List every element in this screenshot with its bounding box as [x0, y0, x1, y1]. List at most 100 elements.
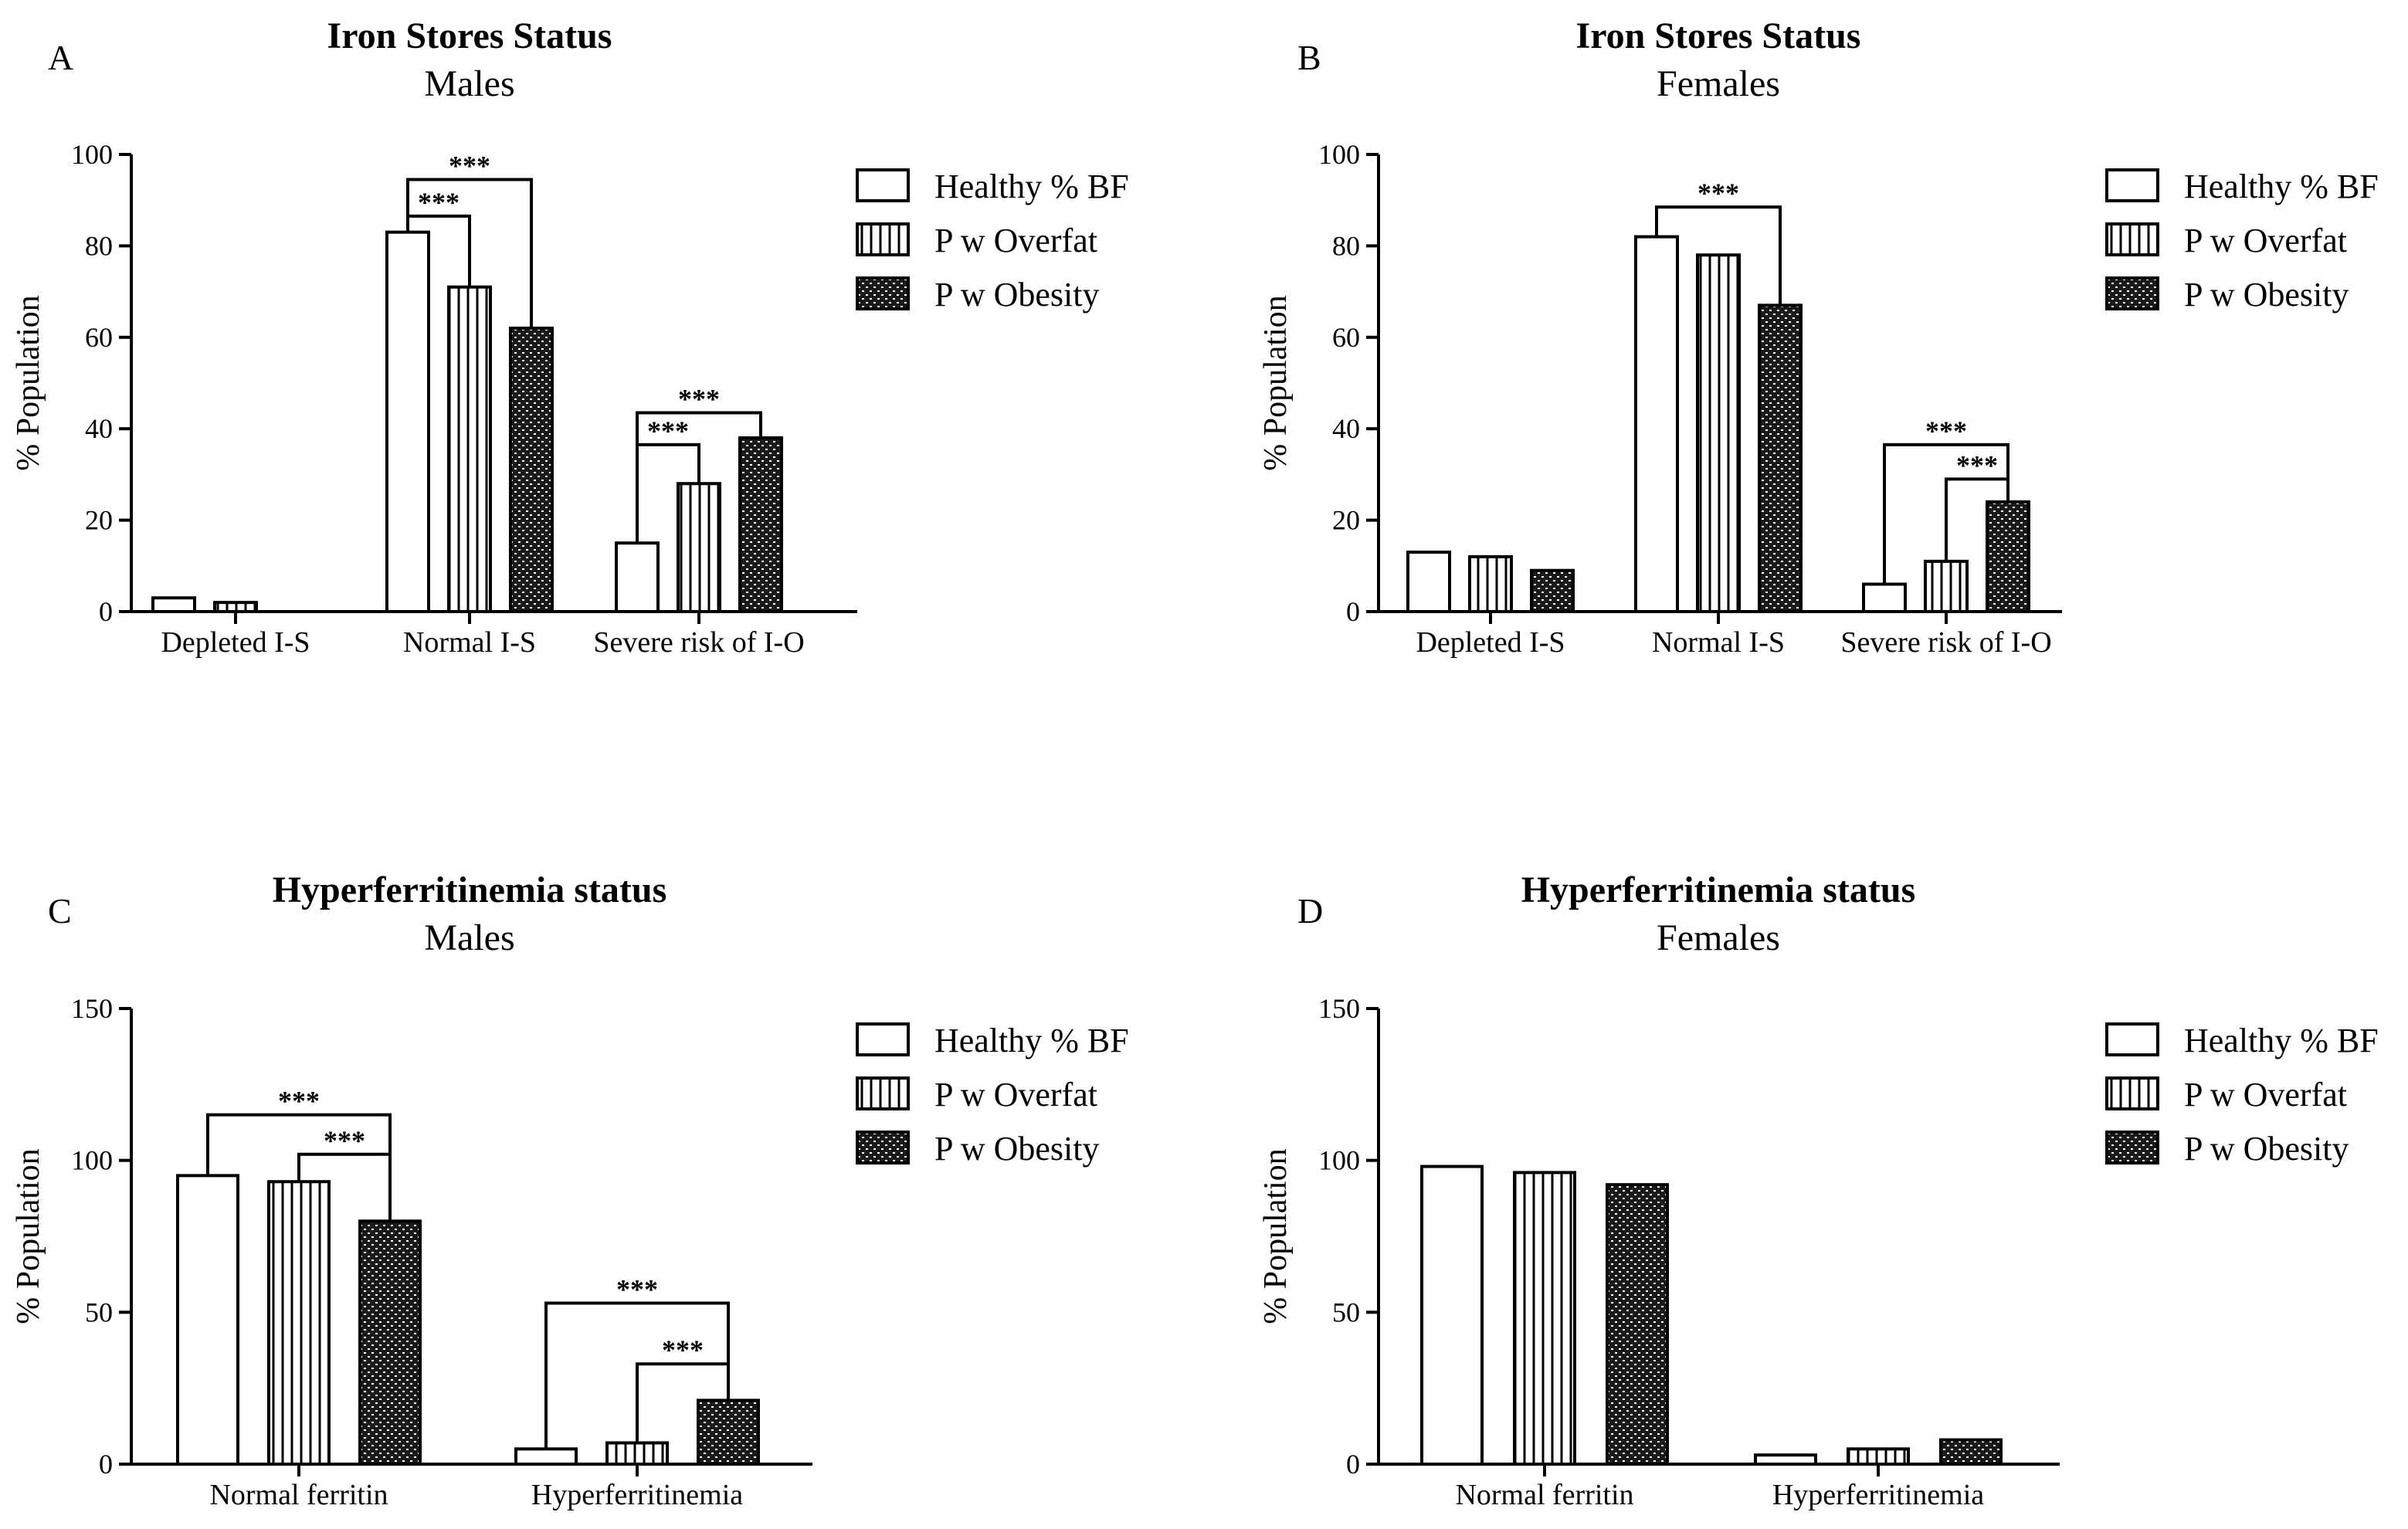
- y-tick-label: 0: [99, 596, 113, 627]
- panel-c: C Hyperferritinemia status Males 0 50 100 1…: [11, 870, 1129, 1511]
- chart-subtitle: Males: [424, 917, 514, 958]
- y-tick-label: 40: [1332, 413, 1360, 444]
- x-tick-label: Normal ferritin: [1455, 1479, 1633, 1511]
- panel-letter: D: [1297, 891, 1323, 931]
- bar: [1420, 1165, 1484, 1466]
- panel-d: D Hyperferritinemia status Females 0 50 10…: [1258, 870, 2379, 1511]
- panel-a: A Iron Stores Status Males 0 20 40 60 80 100%…: [11, 15, 1129, 659]
- legend-swatch-obesity: [2105, 1131, 2159, 1165]
- significance-label: ***: [418, 187, 460, 218]
- legend-label-healthy: Healthy % BF: [934, 168, 1129, 205]
- chart-title: Iron Stores Status: [327, 15, 612, 56]
- y-tick-label: 50: [1332, 1297, 1360, 1327]
- legend-label-healthy: Healthy % BF: [2184, 1022, 2379, 1059]
- x-tick-label: Normal ferritin: [209, 1479, 388, 1511]
- legend-label-obesity: P w Obesity: [2184, 276, 2349, 314]
- bar: [615, 541, 660, 614]
- chart-subtitle: Males: [424, 63, 514, 104]
- legend: Healthy % BF P w Overfat P w Obesity: [2105, 1022, 2379, 1168]
- y-tick-label: 50: [85, 1297, 113, 1327]
- significance-bracket: [406, 178, 533, 328]
- legend-swatch-obesity: [856, 1131, 910, 1165]
- bar: [151, 596, 196, 613]
- significance-bracket: [206, 1113, 392, 1222]
- y-axis-label: % Population: [1258, 1148, 1294, 1324]
- bar: [358, 1219, 422, 1466]
- x-tick-label: Depleted I-S: [1416, 626, 1565, 659]
- legend: Healthy % BF P w Overfat P w Obesity: [2105, 168, 2379, 314]
- x-tick-label: Severe risk of I-O: [1840, 626, 2051, 659]
- panel-letter: B: [1297, 38, 1321, 77]
- bar: [738, 436, 783, 613]
- significance-bracket: [636, 411, 762, 544]
- bar: [1758, 303, 1803, 613]
- bar: [267, 1180, 331, 1466]
- bar: [1606, 1183, 1669, 1466]
- bar: [697, 1398, 760, 1466]
- y-tick-label: 20: [85, 505, 113, 536]
- panel-b: B Iron Stores Status Females 0 20 40 60 80 10…: [1258, 15, 2379, 659]
- bar: [1406, 551, 1451, 613]
- bar: [447, 285, 492, 613]
- y-tick-label: 60: [85, 322, 113, 353]
- x-tick-label: Depleted I-S: [161, 626, 310, 659]
- y-tick-label: 100: [1318, 139, 1360, 170]
- legend-swatch-obesity: [856, 276, 910, 310]
- bar: [1468, 554, 1513, 614]
- panel-letter: C: [48, 891, 72, 931]
- y-tick-label: 60: [1332, 322, 1360, 353]
- bar: [1862, 582, 1907, 613]
- legend-swatch-overfat: [856, 1076, 910, 1110]
- legend-label-overfat: P w Overfat: [934, 1076, 1097, 1114]
- legend-label-overfat: P w Overfat: [2184, 1076, 2347, 1114]
- legend-label-obesity: P w Obesity: [934, 1130, 1100, 1168]
- bar: [385, 230, 430, 613]
- legend-label-healthy: Healthy % BF: [934, 1022, 1129, 1059]
- legend-label-obesity: P w Obesity: [2184, 1130, 2349, 1168]
- legend-swatch-healthy: [856, 168, 910, 202]
- legend-label-healthy: Healthy % BF: [2184, 168, 2379, 205]
- bar: [1939, 1438, 2003, 1466]
- plot-area: 0 20 40 60 80 100 % Population Depleted I-S Norm…: [1258, 139, 2062, 659]
- plot-area: 0 50 100 150 % Population Normal ferritin Hype…: [11, 993, 812, 1511]
- x-tick-label: Normal I-S: [1652, 626, 1785, 659]
- y-tick-label: 0: [1346, 596, 1360, 627]
- bar: [514, 1447, 578, 1466]
- y-axis-label: % Population: [11, 1148, 46, 1324]
- y-tick-label: 80: [1332, 230, 1360, 261]
- chart-title: Hyperferritinemia status: [1521, 870, 1916, 910]
- y-tick-label: 80: [85, 230, 113, 261]
- legend-label-overfat: P w Overfat: [2184, 222, 2347, 259]
- legend: Healthy % BF P w Overfat P w Obesity: [856, 168, 1129, 314]
- significance-label: ***: [278, 1086, 320, 1117]
- bar: [1696, 253, 1741, 613]
- y-axis-label: % Population: [11, 295, 46, 471]
- legend-swatch-overfat: [856, 222, 910, 256]
- y-tick-label: 40: [85, 413, 113, 444]
- y-tick-label: 100: [71, 139, 113, 170]
- significance-label: ***: [449, 151, 490, 181]
- significance-label: ***: [1956, 449, 1998, 480]
- y-tick-label: 150: [71, 993, 113, 1024]
- bar: [605, 1441, 669, 1466]
- x-tick-label: Normal I-S: [403, 626, 536, 659]
- bar: [1634, 235, 1679, 613]
- y-tick-label: 20: [1332, 505, 1360, 536]
- chart-title: Iron Stores Status: [1576, 15, 1861, 56]
- significance-label: ***: [678, 383, 720, 414]
- legend-swatch-healthy: [856, 1022, 910, 1056]
- bar: [1530, 568, 1575, 613]
- x-tick-label: Hyperferritinemia: [1772, 1479, 1984, 1511]
- legend-label-overfat: P w Overfat: [934, 222, 1097, 259]
- significance-bracket: [544, 1301, 730, 1449]
- bar: [1513, 1171, 1576, 1466]
- bar: [1754, 1453, 1817, 1466]
- bar: [1847, 1447, 1910, 1466]
- panel-letter: A: [48, 38, 73, 77]
- legend-swatch-healthy: [2105, 168, 2159, 202]
- bar: [509, 326, 554, 613]
- x-tick-label: Hyperferritinemia: [531, 1479, 743, 1511]
- plot-area: 0 50 100 150 % Population Normal ferritin Hype…: [1258, 993, 2060, 1511]
- bar: [176, 1174, 239, 1466]
